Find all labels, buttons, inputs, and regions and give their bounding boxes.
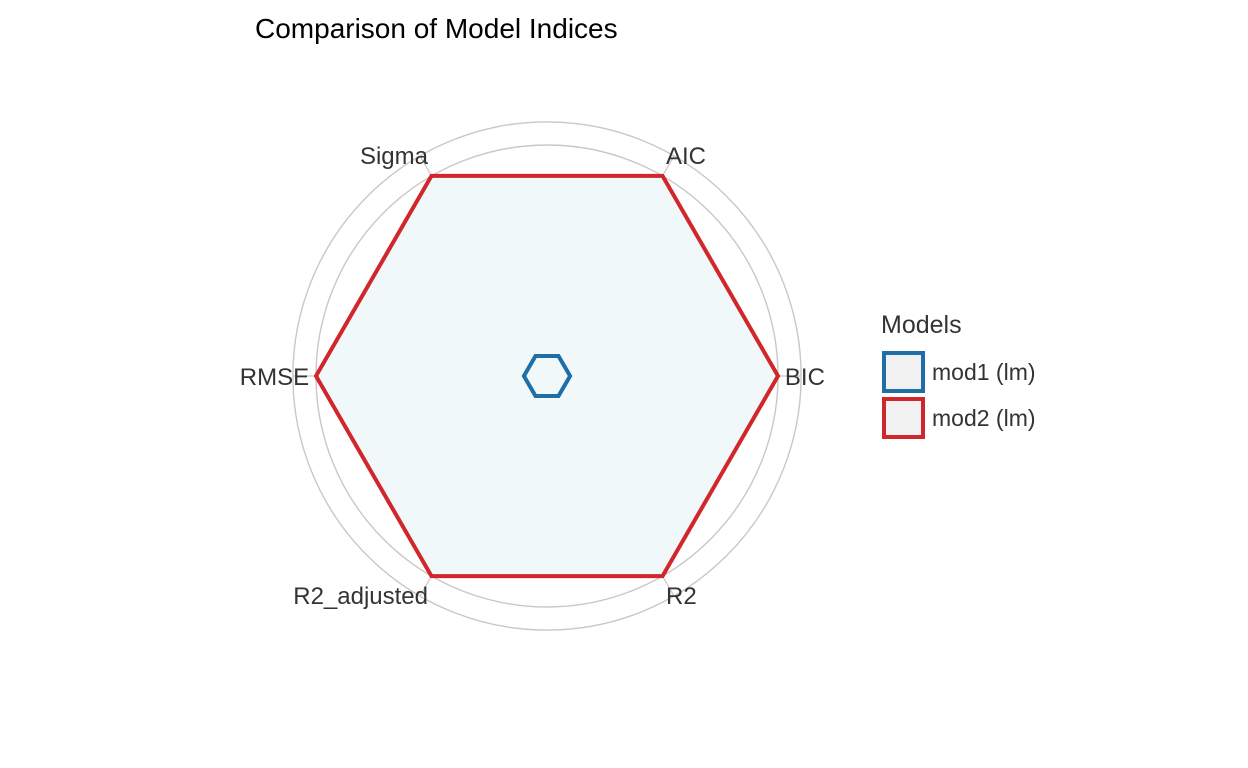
legend-title: Models [881,311,962,339]
axis-label-rmse: RMSE [240,364,309,391]
legend-items: mod1 (lm) mod2 (lm) [882,351,1036,439]
legend-key-mod1 [882,351,925,393]
legend-label-mod1: mod1 (lm) [932,359,1036,385]
legend-key-mod2 [882,397,925,439]
axis-label-bic: BIC [785,364,825,391]
chart-title: Comparison of Model Indices [255,13,618,44]
axis-label-aic: AIC [666,143,706,170]
series-mod1-polygon [521,354,573,398]
legend-label-mod2: mod2 (lm) [932,405,1036,431]
axis-label-sigma: Sigma [360,143,429,170]
axis-label-r2-adjusted: R2_adjusted [293,583,428,610]
legend: Models mod1 (lm) mod2 (lm) [881,311,1036,439]
series-layer [313,173,781,579]
axis-label-layer: AIC BIC R2 R2_adjusted RMSE Sigma [240,143,825,610]
axis-label-r2: R2 [666,583,697,610]
